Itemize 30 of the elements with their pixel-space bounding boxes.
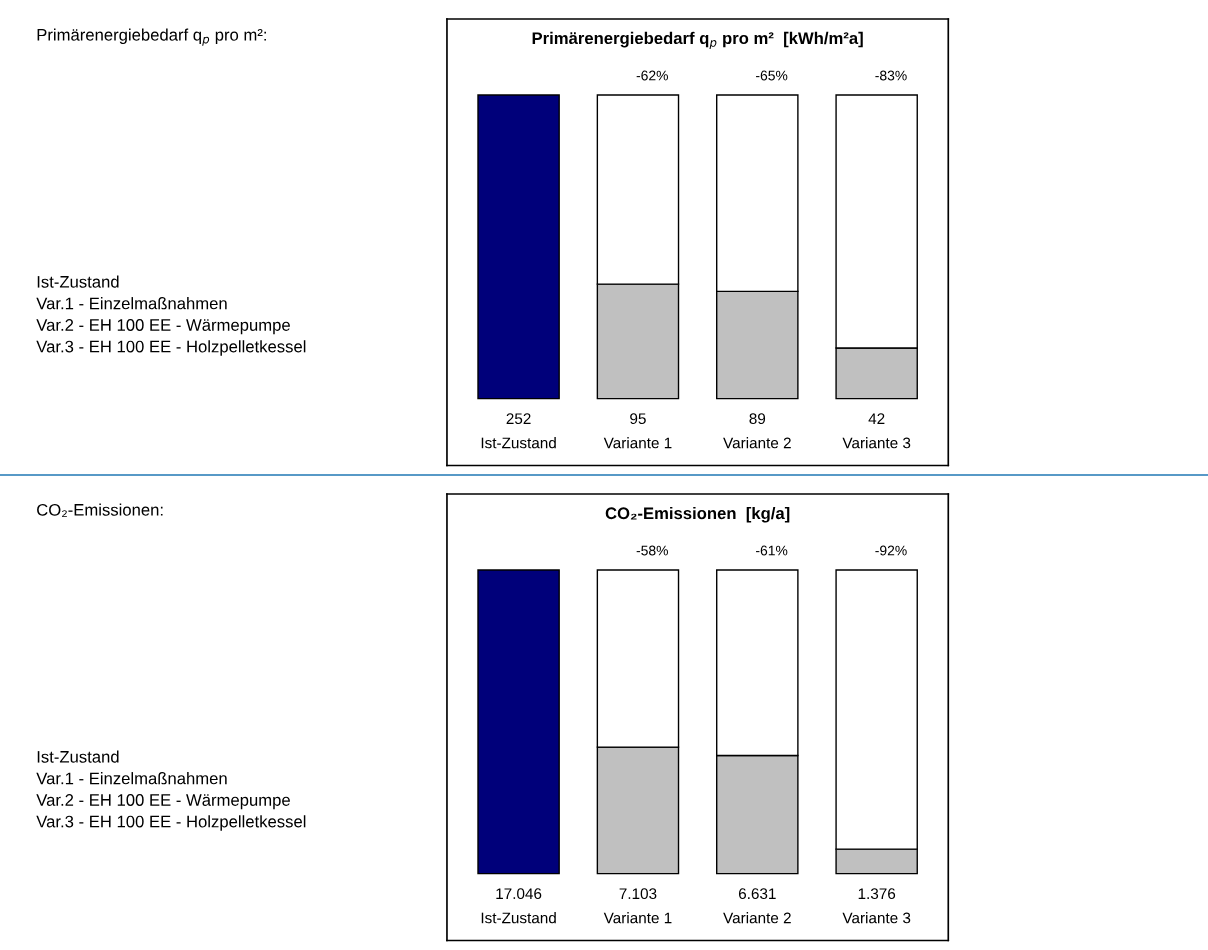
data-label: 252 [506,413,531,425]
data-label: 95 [630,413,646,425]
x-tick-label: Variante 3 [842,912,911,924]
data-label: 6.631 [738,888,776,900]
text: Primärenergiebedarf q$_{p}$ pro m²: [37,28,266,46]
text: CO₂-Emissionen: [37,503,163,517]
annotation: -92% [875,545,907,556]
data-label: 17.046 [496,888,542,900]
annotation: -58% [636,545,668,556]
annotation: -61% [756,545,788,556]
data-label: 42 [868,413,885,424]
annotation: -65% [756,70,788,81]
bar [477,569,560,875]
x-tick-label: Variante 3 [842,437,911,449]
data-label: 7.103 [619,888,657,900]
bar [477,94,560,400]
x-tick-label: Ist-Zustand [481,912,556,924]
x-tick-label: Ist-Zustand [481,437,556,449]
chart-title: Primärenergiebedarf q$_{p}$ pro m² [kWh/m²a] [532,31,863,50]
x-tick-label: Variante 2 [723,437,791,449]
chart-title: CO₂-Emissionen [kg/a] [605,506,790,523]
x-tick-label: Variante 1 [603,437,672,449]
data-label: 89 [749,413,766,425]
annotation: -62% [636,70,668,81]
x-tick-label: Variante 1 [603,912,672,924]
text: Ist-Zustand Var.1 - Einzelmaßnahmen Var.2 - EH 100 EE - Wärmepumpe Var.3 - EH 100 EE - Holzpelletkessel [36,275,306,356]
data-label: 1.376 [858,888,896,900]
annotation: -83% [875,70,907,81]
text: Ist-Zustand Var.1 - Einzelmaßnahmen Var.2 - EH 100 EE - Wärmepumpe Var.3 - EH 100 EE - Holzpelletkessel [36,750,306,831]
x-tick-label: Variante 2 [723,912,791,924]
